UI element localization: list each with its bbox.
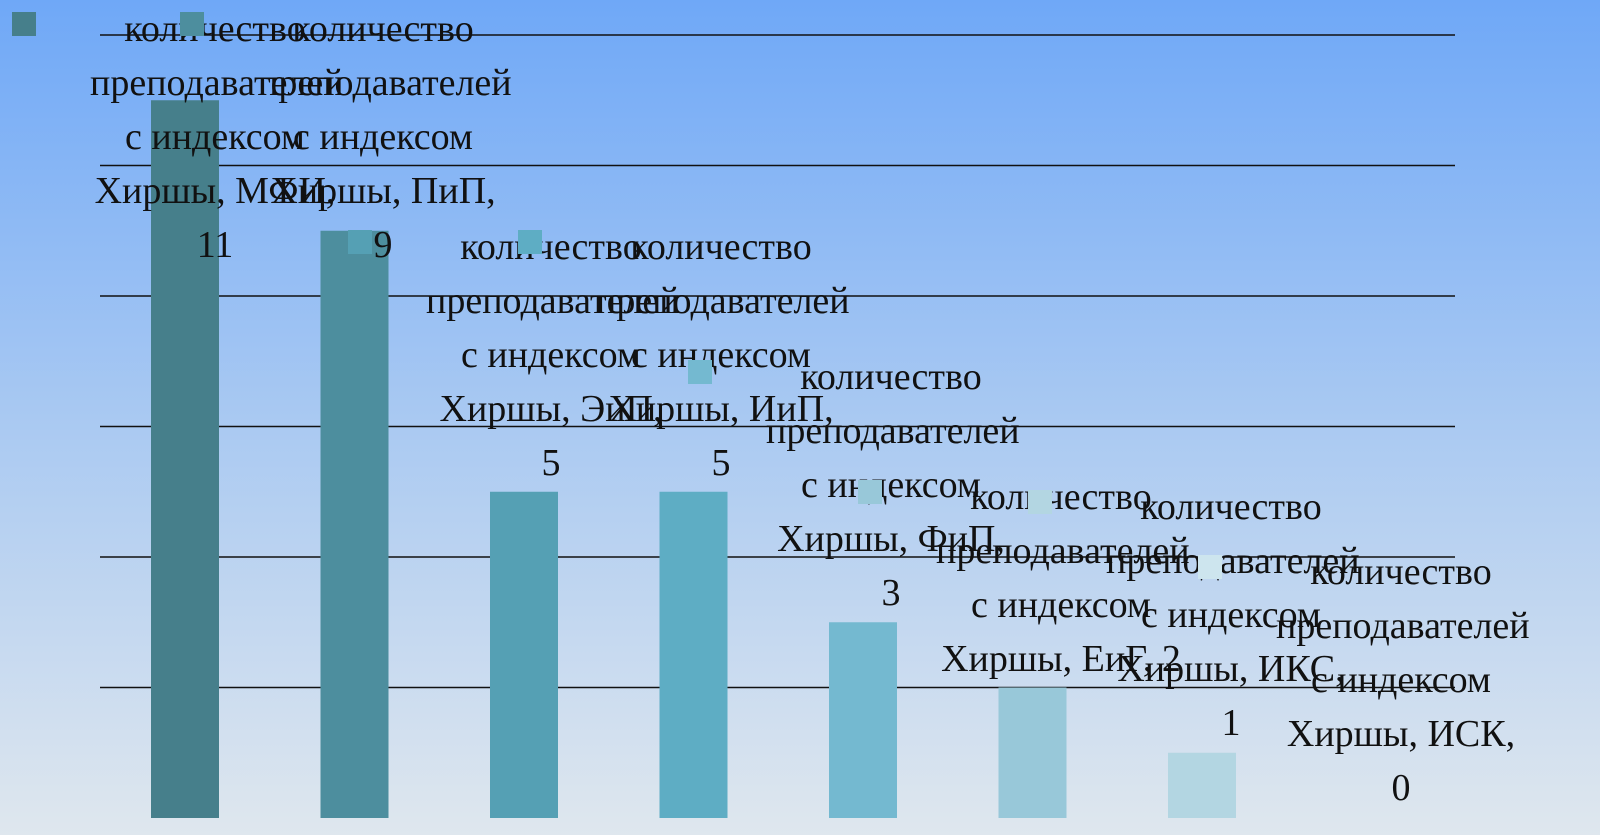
legend-key — [858, 480, 882, 504]
legend-key — [180, 12, 204, 36]
bar — [829, 622, 897, 818]
data-label: количество преподавателей с индексом Хир… — [766, 356, 1020, 614]
data-label: количество преподавателей с индексом Хир… — [258, 8, 512, 266]
bar — [1168, 752, 1236, 818]
bar — [490, 491, 558, 818]
data-label: количество преподавателей с индексом Хир… — [1276, 551, 1530, 809]
legend-key — [688, 360, 712, 384]
legend-key — [1198, 555, 1222, 579]
bar — [659, 491, 728, 818]
data-label: количество преподавателей с индексом Хир… — [1106, 486, 1360, 744]
bar — [151, 100, 219, 818]
legend-key — [1028, 490, 1052, 514]
bar — [998, 687, 1067, 818]
legend-key — [348, 230, 372, 254]
data-label: количество преподавателей с индексом Хир… — [596, 226, 850, 484]
legend-key — [518, 230, 542, 254]
data-label: количество преподавателей с индексом Хир… — [936, 476, 1190, 680]
data-label: количество преподавателей с индексом Хир… — [426, 226, 680, 484]
legend-key — [12, 12, 36, 36]
data-label: количество преподавателей с индексом Хир… — [90, 8, 344, 266]
bar — [320, 230, 389, 818]
